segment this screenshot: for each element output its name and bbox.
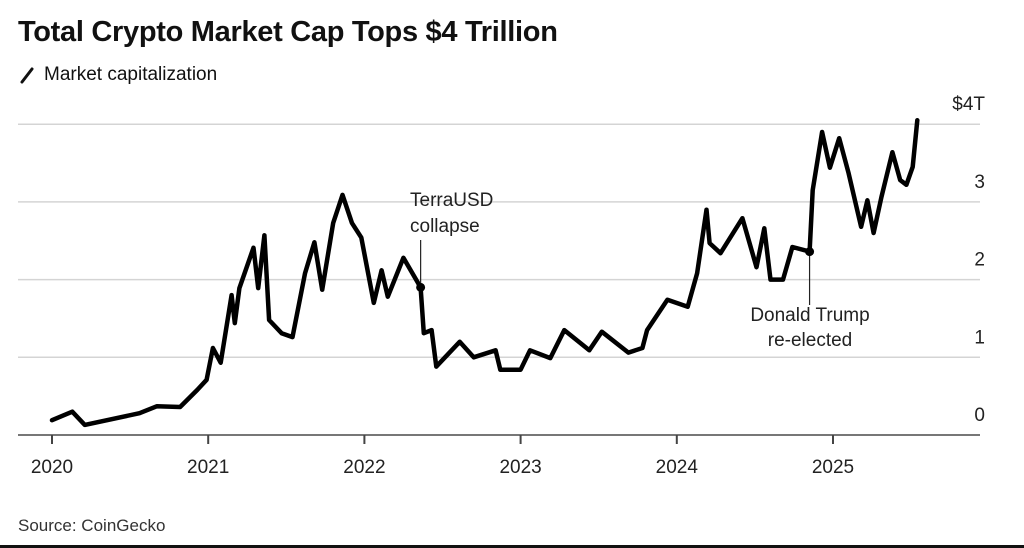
annotation-trump-line1: Donald Trump [750, 305, 869, 326]
source-note: Source: CoinGecko [18, 516, 166, 535]
x-tick-label: 2022 [343, 457, 385, 478]
x-tick-label: 2025 [812, 457, 854, 478]
y-tick-label: 0 [974, 405, 985, 426]
x-tick-label: 2021 [187, 457, 229, 478]
x-tick-label: 2023 [499, 457, 541, 478]
bottom-rule [0, 545, 1024, 548]
x-tick-label: 2024 [656, 457, 699, 478]
legend: Market capitalization [20, 64, 217, 86]
annotation-terrausd-line1: TerraUSD [410, 190, 493, 211]
annotation-trump-line2: re-elected [768, 330, 853, 351]
y-tick-label: $4T [952, 94, 985, 115]
annotation-marker [805, 247, 815, 257]
y-tick-label: 1 [974, 327, 985, 348]
y-tick-label: 3 [974, 172, 985, 193]
x-tick-label: 2020 [31, 457, 73, 478]
y-tick-label: 2 [974, 250, 985, 271]
annotation-terrausd-line2: collapse [410, 216, 480, 237]
annotation-marker [416, 282, 426, 292]
legend-label: Market capitalization [44, 64, 218, 85]
slash-line-icon [20, 67, 34, 84]
chart-title: Total Crypto Market Cap Tops $4 Trillion [18, 16, 558, 48]
market-cap-line [49, 118, 920, 428]
